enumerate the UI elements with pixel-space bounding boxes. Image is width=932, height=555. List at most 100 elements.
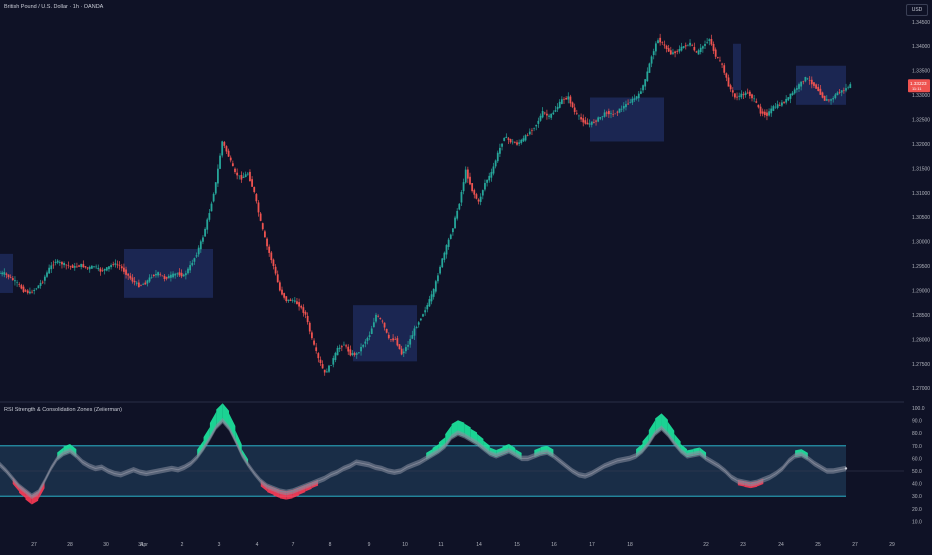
candle-body bbox=[390, 339, 392, 340]
candle-body bbox=[129, 275, 132, 279]
price-tick-label: 1.28500 bbox=[912, 313, 930, 319]
candle-body bbox=[146, 280, 149, 284]
price-tick-label: 1.33500 bbox=[912, 69, 930, 75]
candle-body bbox=[445, 245, 448, 255]
candle-body bbox=[481, 190, 484, 196]
candle-body bbox=[646, 71, 649, 82]
candle-body bbox=[710, 38, 713, 45]
candle-body bbox=[246, 173, 249, 175]
candle-body bbox=[434, 281, 437, 292]
candle-body bbox=[552, 112, 555, 115]
candle-body bbox=[413, 328, 416, 336]
candle-body bbox=[394, 339, 397, 340]
candle-body bbox=[543, 112, 546, 114]
candle-body bbox=[475, 194, 478, 199]
candle-body bbox=[95, 266, 98, 268]
candle-body bbox=[385, 328, 388, 333]
candle-body bbox=[242, 176, 245, 178]
candle-body bbox=[65, 264, 68, 266]
candle-body bbox=[597, 117, 600, 122]
candle-body bbox=[776, 104, 779, 108]
candle-body bbox=[569, 96, 572, 104]
candle-body bbox=[644, 79, 647, 87]
candle-body bbox=[114, 263, 117, 265]
candle-body bbox=[610, 113, 612, 114]
candle-body bbox=[509, 139, 512, 143]
candle-body bbox=[184, 273, 187, 276]
candle-body bbox=[90, 265, 93, 269]
candle-body bbox=[336, 347, 339, 356]
price-tick-label: 1.30000 bbox=[912, 240, 930, 246]
rsi-axis[interactable]: 100.0 90.0 80.0 70.0 60.0 50.0 40.0 30.0 20.0 10.… bbox=[912, 406, 925, 525]
candle-body bbox=[795, 88, 798, 90]
candle-body bbox=[840, 90, 843, 93]
candle-body bbox=[268, 246, 271, 253]
candle-body bbox=[315, 347, 318, 351]
candle-body bbox=[695, 51, 698, 53]
candle-body bbox=[172, 273, 174, 278]
candle-body bbox=[227, 150, 230, 157]
price-axis[interactable]: 1.34500 1.34000 1.33500 1.33000 1.32500 1.320… bbox=[912, 20, 930, 392]
candle-body bbox=[110, 265, 112, 268]
time-tick-label: 18 bbox=[627, 542, 633, 548]
candle-body bbox=[69, 266, 72, 267]
rsi-tick-label: 30.0 bbox=[912, 494, 922, 500]
candle-body bbox=[202, 237, 204, 242]
candle-body bbox=[264, 231, 266, 238]
candle-body bbox=[588, 123, 591, 125]
candle-body bbox=[112, 264, 115, 265]
candle-body bbox=[133, 280, 136, 283]
candle-body bbox=[693, 46, 696, 51]
candle-body bbox=[823, 95, 826, 101]
candle-body bbox=[612, 114, 615, 115]
candle-body bbox=[257, 202, 260, 213]
candle-body bbox=[223, 142, 226, 146]
candle-body bbox=[219, 155, 221, 169]
candle-body bbox=[238, 175, 241, 177]
candle-body bbox=[120, 266, 123, 269]
candle-body bbox=[676, 51, 679, 52]
candle-body bbox=[240, 175, 243, 180]
candle-body bbox=[78, 265, 80, 267]
candle-body bbox=[729, 85, 732, 90]
candle-body bbox=[774, 106, 777, 108]
candle-body bbox=[417, 322, 420, 325]
time-tick-label: 9 bbox=[368, 542, 371, 548]
candle-body bbox=[522, 138, 525, 142]
time-tick-label: 15 bbox=[514, 542, 520, 548]
candle-body bbox=[323, 369, 326, 373]
candle-body bbox=[50, 265, 53, 270]
candle-body bbox=[287, 299, 290, 301]
candle-body bbox=[278, 282, 281, 291]
candle-body bbox=[18, 284, 21, 285]
candle-body bbox=[231, 163, 234, 167]
candle-body bbox=[377, 315, 380, 317]
candle-body bbox=[236, 172, 239, 176]
candle-body bbox=[740, 93, 743, 98]
candle-body bbox=[358, 352, 360, 353]
candle-body bbox=[419, 318, 422, 321]
candle-body bbox=[473, 190, 476, 195]
candle-body bbox=[751, 94, 753, 99]
time-tick-label: 17 bbox=[589, 542, 595, 548]
candle-body bbox=[210, 203, 213, 212]
candle-body bbox=[537, 120, 540, 124]
candle-body bbox=[187, 268, 189, 274]
candle-body bbox=[629, 102, 632, 103]
candle-body bbox=[424, 310, 427, 313]
candle-body bbox=[349, 349, 352, 356]
candle-body bbox=[783, 101, 785, 103]
time-tick-label: 25 bbox=[815, 542, 821, 548]
candle-body bbox=[607, 110, 610, 115]
candle-body bbox=[665, 45, 668, 50]
currency-button[interactable]: USD bbox=[906, 4, 928, 16]
candle-body bbox=[804, 77, 807, 82]
candle-body bbox=[174, 273, 177, 276]
candle-body bbox=[439, 266, 441, 274]
candle-body bbox=[513, 142, 516, 144]
candle-body bbox=[678, 49, 681, 52]
candle-body bbox=[546, 113, 548, 116]
candle-body bbox=[490, 172, 493, 178]
